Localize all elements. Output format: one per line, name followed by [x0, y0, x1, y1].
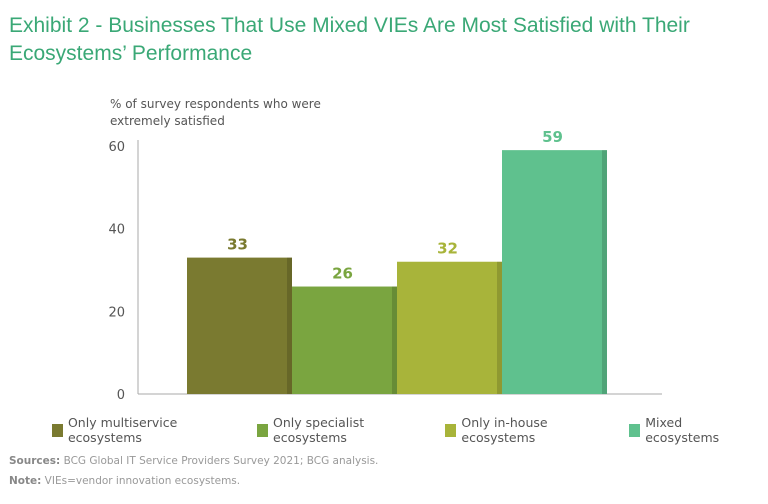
- chart-title: Exhibit 2 - Businesses That Use Mixed VI…: [9, 14, 690, 65]
- bar-edge: [392, 286, 397, 394]
- y-tick-label: 20: [108, 305, 125, 320]
- y-tick-label: 0: [117, 388, 125, 403]
- bar: [502, 150, 607, 394]
- legend-swatch: [629, 423, 641, 437]
- note-label: Note:: [9, 475, 42, 487]
- note-text: VIEs=vendor innovation ecosystems.: [41, 475, 241, 487]
- sources-note: Sources: BCG Global IT Service Providers…: [9, 455, 378, 467]
- sources-label: Sources:: [9, 455, 61, 467]
- legend-item: Mixed ecosystems: [629, 415, 750, 445]
- data-label: 33: [227, 236, 248, 254]
- legend-label: Only specialist ecosystems: [273, 415, 365, 445]
- legend-swatch: [52, 423, 63, 437]
- legend-item: Only in-house ecosystems: [445, 415, 611, 445]
- sources-text: BCG Global IT Service Providers Survey 2…: [60, 455, 379, 467]
- legend-label: Mixed ecosystems: [645, 415, 720, 445]
- legend-label: Only in-house ecosystems: [461, 415, 548, 445]
- legend-swatch: [445, 423, 457, 437]
- bar: [397, 261, 502, 394]
- y-axis-label: % of survey respondents who were extreme…: [110, 97, 321, 128]
- note: Note: VIEs=vendor innovation ecosystems.: [9, 475, 240, 487]
- y-tick-label: 60: [108, 140, 125, 155]
- bar: [292, 286, 397, 394]
- legend-swatch: [257, 423, 269, 437]
- data-label: 59: [542, 128, 563, 146]
- bar-edge: [602, 150, 607, 394]
- y-tick-label: 40: [108, 223, 125, 238]
- bar-edge: [287, 257, 292, 394]
- legend: Only multiservice ecosystems Only special…: [52, 415, 768, 445]
- data-label: 32: [437, 240, 458, 258]
- data-label: 26: [332, 265, 353, 283]
- legend-label: Only multiservice ecosystems: [67, 415, 178, 445]
- bar: [187, 257, 292, 394]
- legend-item: Only specialist ecosystems: [257, 415, 427, 445]
- bar-edge: [497, 261, 502, 394]
- legend-item: Only multiservice ecosystems: [52, 415, 239, 445]
